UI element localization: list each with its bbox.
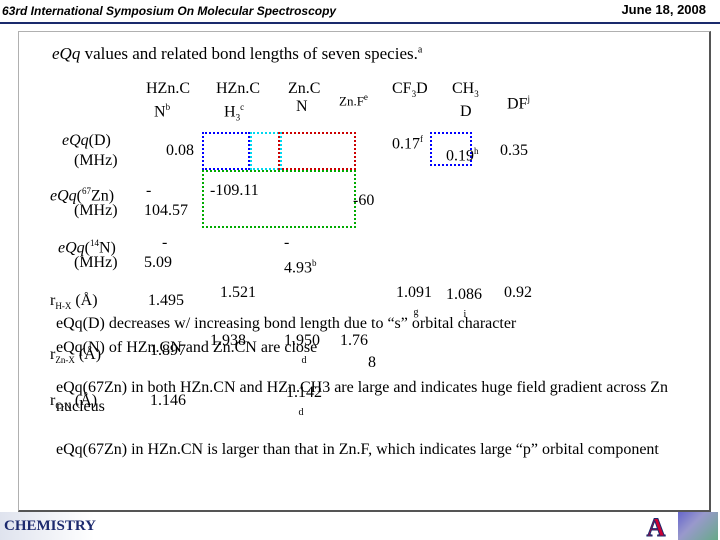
cell-rcn-hzncn: 1.146	[150, 392, 186, 409]
row-label-rcn: rC-N (Å)	[50, 392, 98, 412]
col-header-cf3d: CF3D	[392, 80, 428, 100]
row-label-rznx: rZn-X (Å)	[50, 346, 102, 366]
slide-date: June 18, 2008	[621, 2, 706, 17]
cell-rznx-zncn: 1.950 d	[284, 332, 320, 366]
cell-d-cf3d: 0.17f	[392, 134, 423, 153]
cell-zn-hzncn-dash: -	[146, 182, 152, 199]
cell-d-ch3d: 0.19h	[446, 146, 479, 165]
photo-thumbnail	[678, 512, 718, 540]
cell-rznx-znf-digit: 8	[368, 354, 376, 371]
slide-footer	[0, 512, 720, 540]
highlight-box-green-zn	[202, 170, 356, 228]
row-label-eqqn: eQq(14N)	[58, 238, 116, 257]
cell-d-hzncn: 0.08	[166, 142, 194, 159]
cell-n-hzncn-dash: -	[162, 234, 168, 251]
cell-n-zncn: 4.93b	[284, 258, 317, 277]
row-label-rhx: rH-X (Å)	[50, 292, 98, 312]
title-footnote: a	[417, 44, 423, 56]
cell-rhx-hznch3: 1.521	[220, 284, 256, 301]
col-header-hzncn: HZn.C Nb	[146, 80, 190, 121]
cell-rznx-hznch3: 1.938	[210, 332, 246, 349]
highlight-box-red-d	[278, 132, 356, 170]
ua-letter: A	[647, 513, 666, 540]
bullet-1: eQq(D) decreases w/ increasing bond leng…	[56, 315, 517, 332]
highlight-box-blue-ch3d	[430, 132, 472, 166]
slide-header: 63rd International Symposium On Molecula…	[0, 0, 720, 30]
cell-rhx-df: 0.92	[504, 284, 532, 301]
highlight-box-cyan-d	[250, 132, 282, 170]
cell-n-hzncn: 5.09	[144, 254, 172, 271]
cell-rznx-znf: 1.76	[340, 332, 368, 349]
row-unit-eqqzn: (MHz)	[74, 202, 118, 219]
col-header-hznch3: HZn.C H3c	[216, 80, 260, 123]
cell-zn-znf: -60	[353, 192, 375, 209]
slide-title: eQq values and related bond lengths of s…	[52, 44, 422, 64]
content-frame	[18, 31, 711, 512]
bullet-3: eQq(67Zn) in both HZn.CN and HZn.CH3 are…	[56, 379, 668, 415]
cell-rhx-cf3d: 1.091 g	[396, 284, 432, 318]
cell-zn-hzncn: 104.57	[144, 202, 188, 219]
cell-rhx-ch3d: 1.086 i	[446, 286, 482, 320]
conference-name: 63rd International Symposium On Molecula…	[2, 4, 337, 18]
header-divider	[0, 22, 720, 24]
bullet-4: eQq(67Zn) in HZn.CN is larger than that …	[56, 441, 659, 458]
cell-rznx-hzncn: 1.897	[150, 342, 186, 359]
row-unit-eqqn: (MHz)	[74, 254, 118, 271]
col-header-znf: Zn.Fe	[339, 92, 368, 109]
cell-d-df: 0.35	[500, 142, 528, 159]
col-header-zncn: Zn.C N	[288, 80, 321, 115]
row-label-eqqzn: eQq(67Zn)	[50, 186, 115, 205]
chemistry-logo: CHEMISTRY	[0, 512, 96, 540]
university-logo: A	[641, 512, 671, 540]
cell-rhx-hzncn: 1.495	[148, 292, 184, 309]
title-text: values and related bond lengths of seven…	[80, 44, 418, 63]
row-unit-eqqd: (MHz)	[74, 152, 118, 169]
cell-rcn-zncn: 1.142 d	[286, 384, 322, 418]
cell-n-zncn-dash: -	[284, 234, 290, 251]
col-header-df: DFj	[507, 94, 530, 113]
cell-zn-hznch3: -109.11	[210, 182, 259, 199]
highlight-box-blue-d	[202, 132, 250, 170]
bullet-2: eQq(N) of HZn.CN and Zn.CN are close	[56, 339, 318, 356]
col-header-ch3d: CH3 D	[452, 80, 479, 121]
row-label-eqqd: eQq(D)	[62, 132, 111, 149]
title-eqq: eQq	[52, 44, 81, 63]
